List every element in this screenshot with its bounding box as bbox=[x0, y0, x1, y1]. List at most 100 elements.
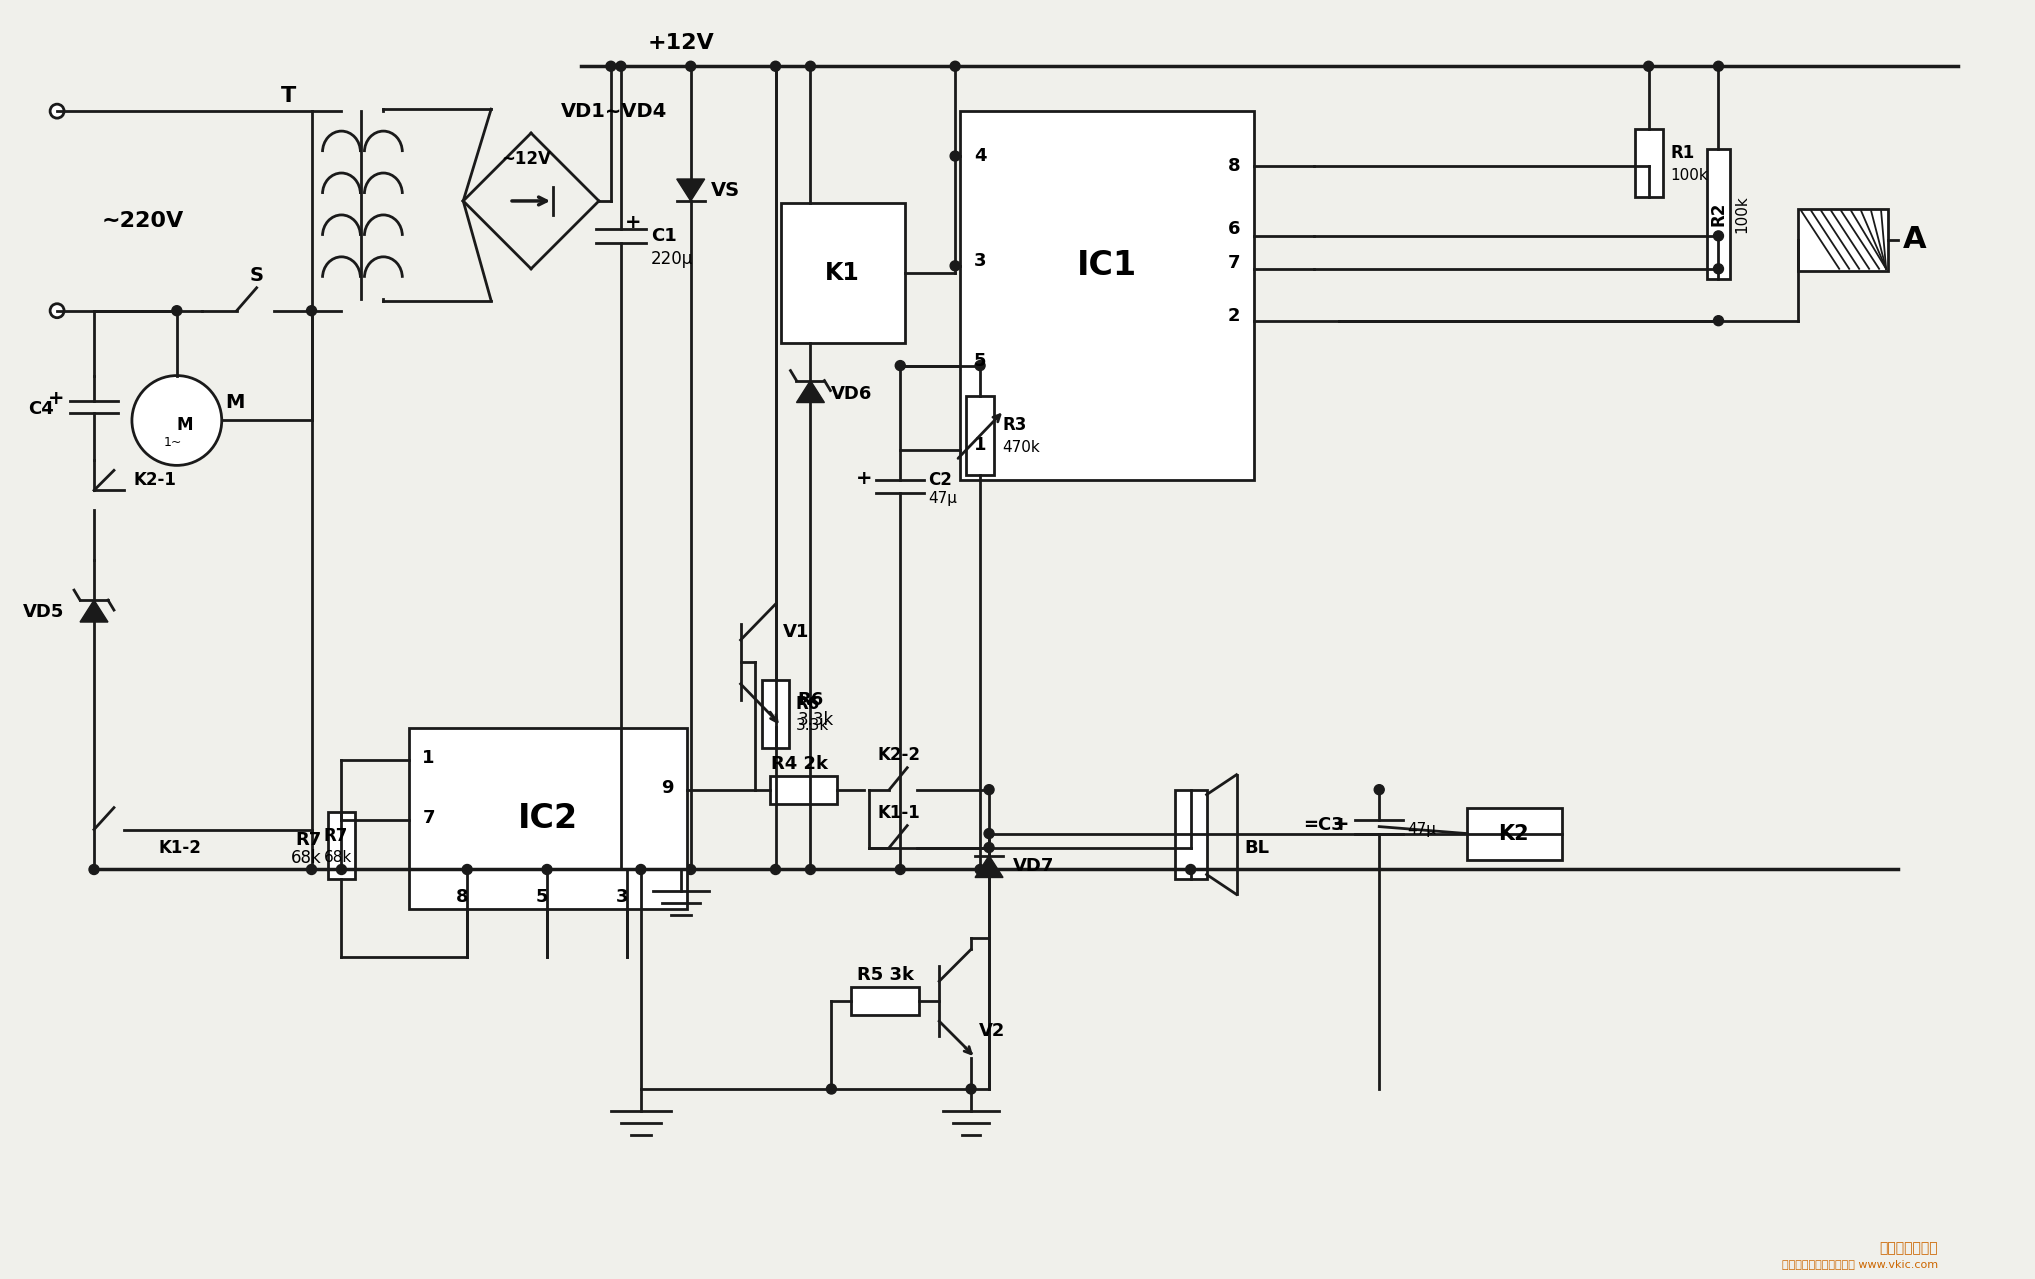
Text: R6: R6 bbox=[796, 694, 820, 712]
Circle shape bbox=[132, 376, 222, 466]
Text: K1: K1 bbox=[824, 261, 859, 285]
Text: 3.3k: 3.3k bbox=[798, 711, 834, 729]
Text: 9: 9 bbox=[661, 779, 674, 797]
Circle shape bbox=[541, 865, 551, 875]
Text: R6: R6 bbox=[798, 691, 824, 709]
Text: +: + bbox=[857, 469, 873, 487]
Text: 1~: 1~ bbox=[163, 436, 181, 449]
Text: 3: 3 bbox=[975, 252, 987, 270]
Text: 100k: 100k bbox=[1734, 196, 1750, 233]
Bar bbox=[1467, 807, 1561, 859]
Text: 68k: 68k bbox=[291, 848, 322, 867]
Text: 220μ: 220μ bbox=[651, 249, 694, 267]
Circle shape bbox=[975, 361, 985, 371]
Circle shape bbox=[171, 306, 181, 316]
Circle shape bbox=[51, 104, 63, 118]
Circle shape bbox=[771, 865, 781, 875]
Bar bbox=[409, 728, 686, 909]
Text: ~12V: ~12V bbox=[501, 150, 551, 168]
Text: 47μ: 47μ bbox=[928, 491, 956, 505]
Text: VD7: VD7 bbox=[1013, 857, 1054, 875]
Text: 8: 8 bbox=[1227, 157, 1241, 175]
Circle shape bbox=[967, 1085, 977, 1094]
Text: 2: 2 bbox=[1227, 307, 1241, 325]
Circle shape bbox=[1186, 865, 1197, 875]
Text: K2: K2 bbox=[1498, 824, 1528, 844]
Text: V2: V2 bbox=[979, 1022, 1005, 1040]
Text: R5 3k: R5 3k bbox=[857, 966, 914, 985]
Text: 4: 4 bbox=[975, 147, 987, 165]
Circle shape bbox=[826, 1085, 836, 1094]
Bar bbox=[967, 395, 993, 476]
Text: R7: R7 bbox=[295, 830, 322, 848]
Text: +: + bbox=[47, 389, 63, 408]
Circle shape bbox=[985, 785, 993, 794]
Bar bbox=[1799, 208, 1888, 271]
Text: +: + bbox=[625, 214, 641, 233]
Text: 5: 5 bbox=[975, 352, 987, 370]
Text: M: M bbox=[177, 417, 193, 435]
Text: C2: C2 bbox=[928, 472, 952, 490]
Circle shape bbox=[895, 361, 906, 371]
Circle shape bbox=[617, 865, 627, 875]
Bar bbox=[851, 987, 920, 1016]
Circle shape bbox=[686, 865, 696, 875]
Text: R4 2k: R4 2k bbox=[771, 755, 828, 773]
Text: ~220V: ~220V bbox=[102, 211, 185, 231]
Text: VD6: VD6 bbox=[830, 385, 871, 403]
Text: 5: 5 bbox=[535, 889, 547, 907]
Text: 68k: 68k bbox=[324, 851, 352, 865]
Text: +: + bbox=[1333, 815, 1349, 834]
Bar bbox=[1634, 129, 1663, 197]
Text: R1: R1 bbox=[1671, 145, 1695, 162]
Text: T: T bbox=[281, 86, 297, 106]
Text: 470k: 470k bbox=[1001, 440, 1040, 455]
Circle shape bbox=[950, 261, 961, 271]
Text: 1: 1 bbox=[975, 436, 987, 454]
Polygon shape bbox=[678, 179, 704, 201]
Text: VD5: VD5 bbox=[22, 604, 63, 622]
Text: 1: 1 bbox=[423, 748, 435, 766]
Text: V1: V1 bbox=[783, 623, 808, 641]
Text: 100k: 100k bbox=[1671, 168, 1707, 183]
Text: IC2: IC2 bbox=[519, 802, 578, 835]
Bar bbox=[1707, 150, 1730, 279]
Text: +12V: +12V bbox=[647, 33, 714, 54]
Circle shape bbox=[51, 303, 63, 317]
Circle shape bbox=[985, 829, 993, 839]
Circle shape bbox=[90, 865, 100, 875]
Circle shape bbox=[686, 61, 696, 72]
Circle shape bbox=[950, 151, 961, 161]
Text: IC1: IC1 bbox=[1077, 249, 1138, 283]
Text: 3.3k: 3.3k bbox=[796, 719, 828, 733]
Circle shape bbox=[617, 61, 627, 72]
Text: 专业电子元器件采购平台 www.vkic.com: 专业电子元器件采购平台 www.vkic.com bbox=[1783, 1259, 1937, 1269]
Circle shape bbox=[336, 865, 346, 875]
Text: 8: 8 bbox=[456, 889, 468, 907]
Text: 维库电子市场网: 维库电子市场网 bbox=[1880, 1242, 1937, 1256]
Text: VD1~VD4: VD1~VD4 bbox=[562, 101, 667, 120]
Text: K2-2: K2-2 bbox=[877, 746, 920, 764]
Text: C4: C4 bbox=[28, 399, 55, 417]
Text: K1-1: K1-1 bbox=[877, 803, 920, 821]
Circle shape bbox=[1713, 263, 1724, 274]
Circle shape bbox=[975, 865, 985, 875]
Circle shape bbox=[771, 61, 781, 72]
Text: K2-1: K2-1 bbox=[134, 472, 177, 490]
Text: BL: BL bbox=[1245, 839, 1270, 857]
Bar bbox=[1174, 789, 1207, 880]
Bar bbox=[961, 111, 1254, 481]
Text: 3: 3 bbox=[617, 889, 629, 907]
Text: K1-2: K1-2 bbox=[159, 839, 201, 857]
Circle shape bbox=[462, 865, 472, 875]
Circle shape bbox=[307, 865, 317, 875]
Text: 6: 6 bbox=[1227, 220, 1241, 238]
Text: M: M bbox=[226, 393, 244, 412]
Text: 7: 7 bbox=[423, 808, 435, 826]
Text: R2: R2 bbox=[1709, 202, 1728, 226]
Polygon shape bbox=[796, 381, 824, 403]
Circle shape bbox=[606, 61, 617, 72]
Circle shape bbox=[806, 61, 816, 72]
Bar bbox=[761, 680, 790, 748]
Circle shape bbox=[806, 865, 816, 875]
